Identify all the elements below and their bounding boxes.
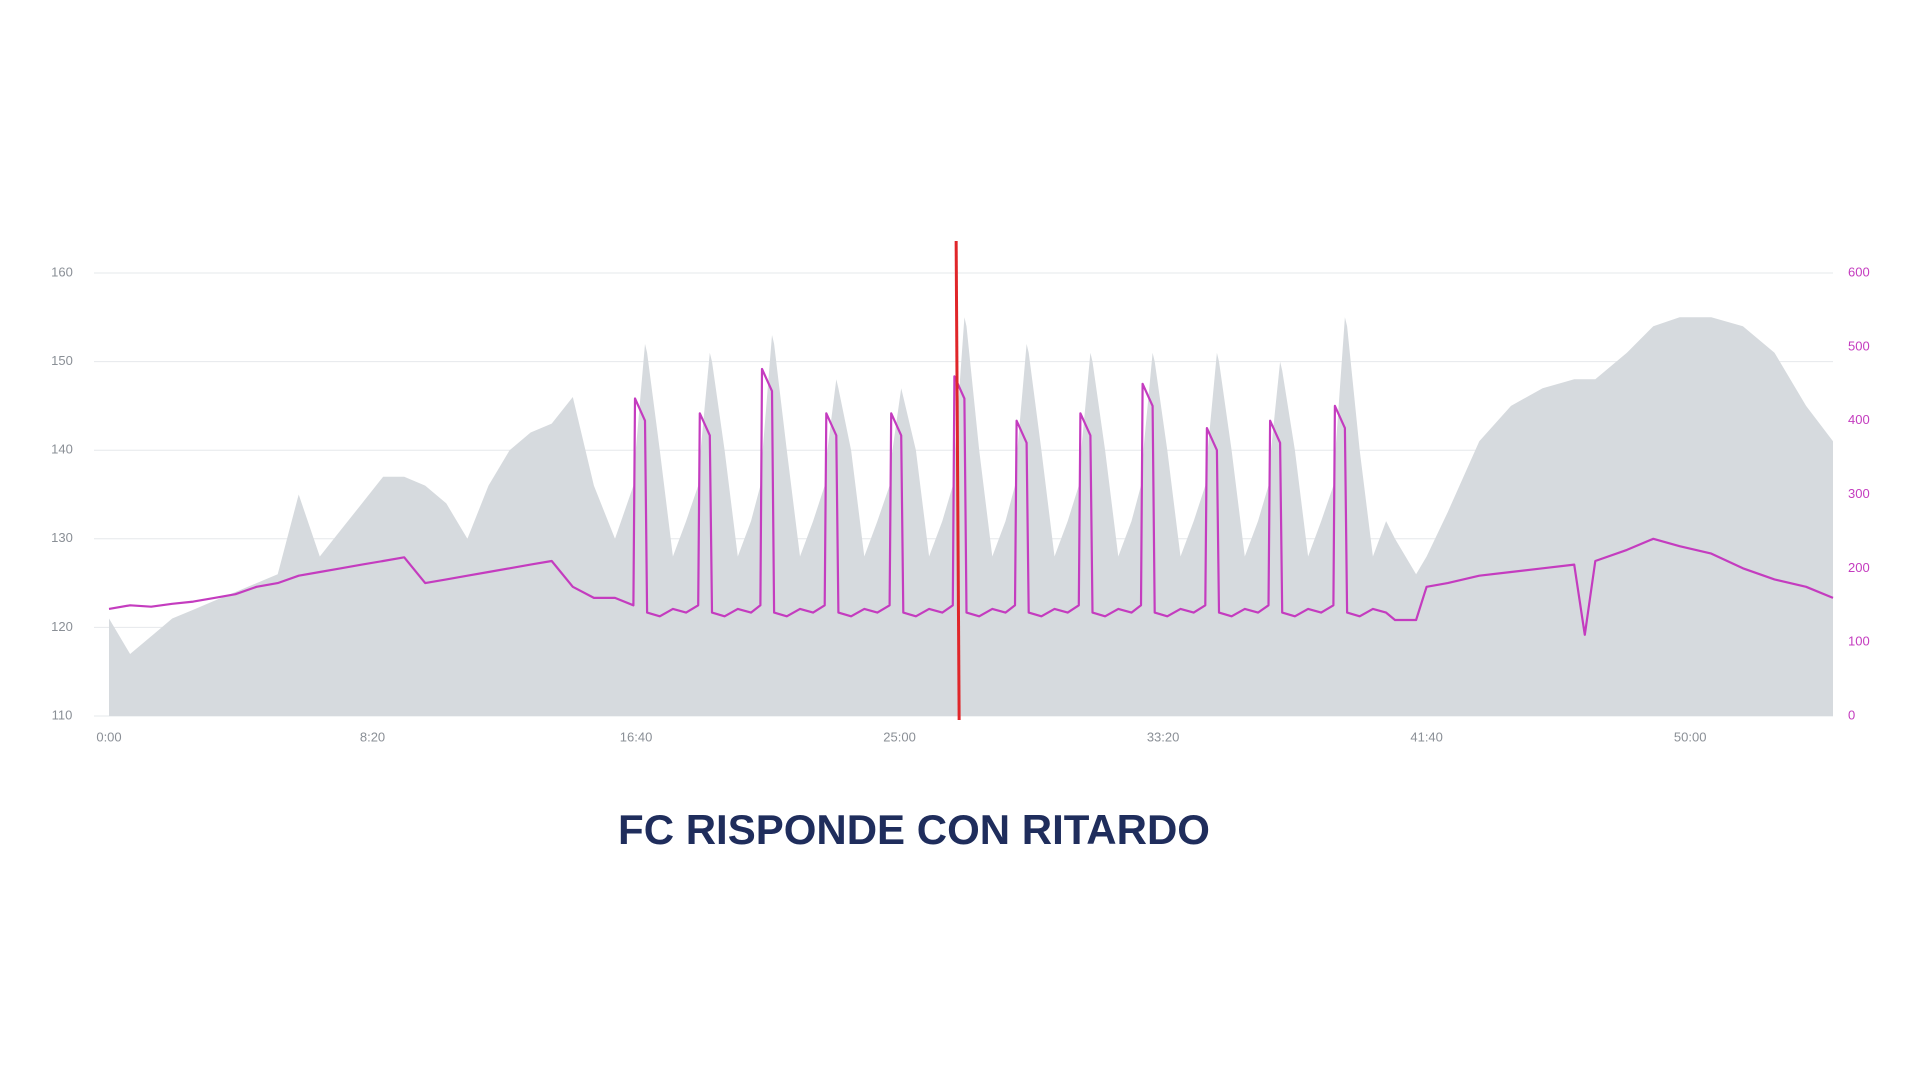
x-tick-label: 50:00: [1674, 729, 1707, 744]
x-tick-label: 41:40: [1410, 729, 1443, 744]
y2-tick-label: 0: [1848, 707, 1855, 722]
x-tick-label: 0:00: [96, 729, 121, 744]
y-tick-label: 150: [51, 353, 73, 368]
y2-tick-label: 300: [1848, 486, 1870, 501]
marker-line: [954, 240, 961, 721]
chart-title: FC RISPONDE CON RITARDO: [618, 806, 1210, 853]
area: [109, 317, 1833, 716]
y2-tick-label: 400: [1848, 412, 1870, 427]
line: [108, 367, 1834, 636]
y2-tick-label: 100: [1848, 634, 1870, 649]
y-tick-label: 130: [51, 530, 73, 545]
x-tick-label: 25:00: [883, 729, 916, 744]
y-tick-label: 160: [51, 264, 73, 279]
y2-tick-label: 600: [1848, 264, 1870, 279]
y-tick-label: 120: [51, 619, 73, 634]
y-tick-label: 110: [52, 707, 73, 722]
y-tick-label: 140: [51, 442, 73, 457]
y2-tick-label: 200: [1848, 560, 1870, 575]
x-tick-label: 33:20: [1147, 729, 1180, 744]
x-tick-label: 16:40: [620, 729, 653, 744]
x-tick-label: 8:20: [360, 729, 385, 744]
y2-tick-label: 500: [1848, 338, 1870, 353]
